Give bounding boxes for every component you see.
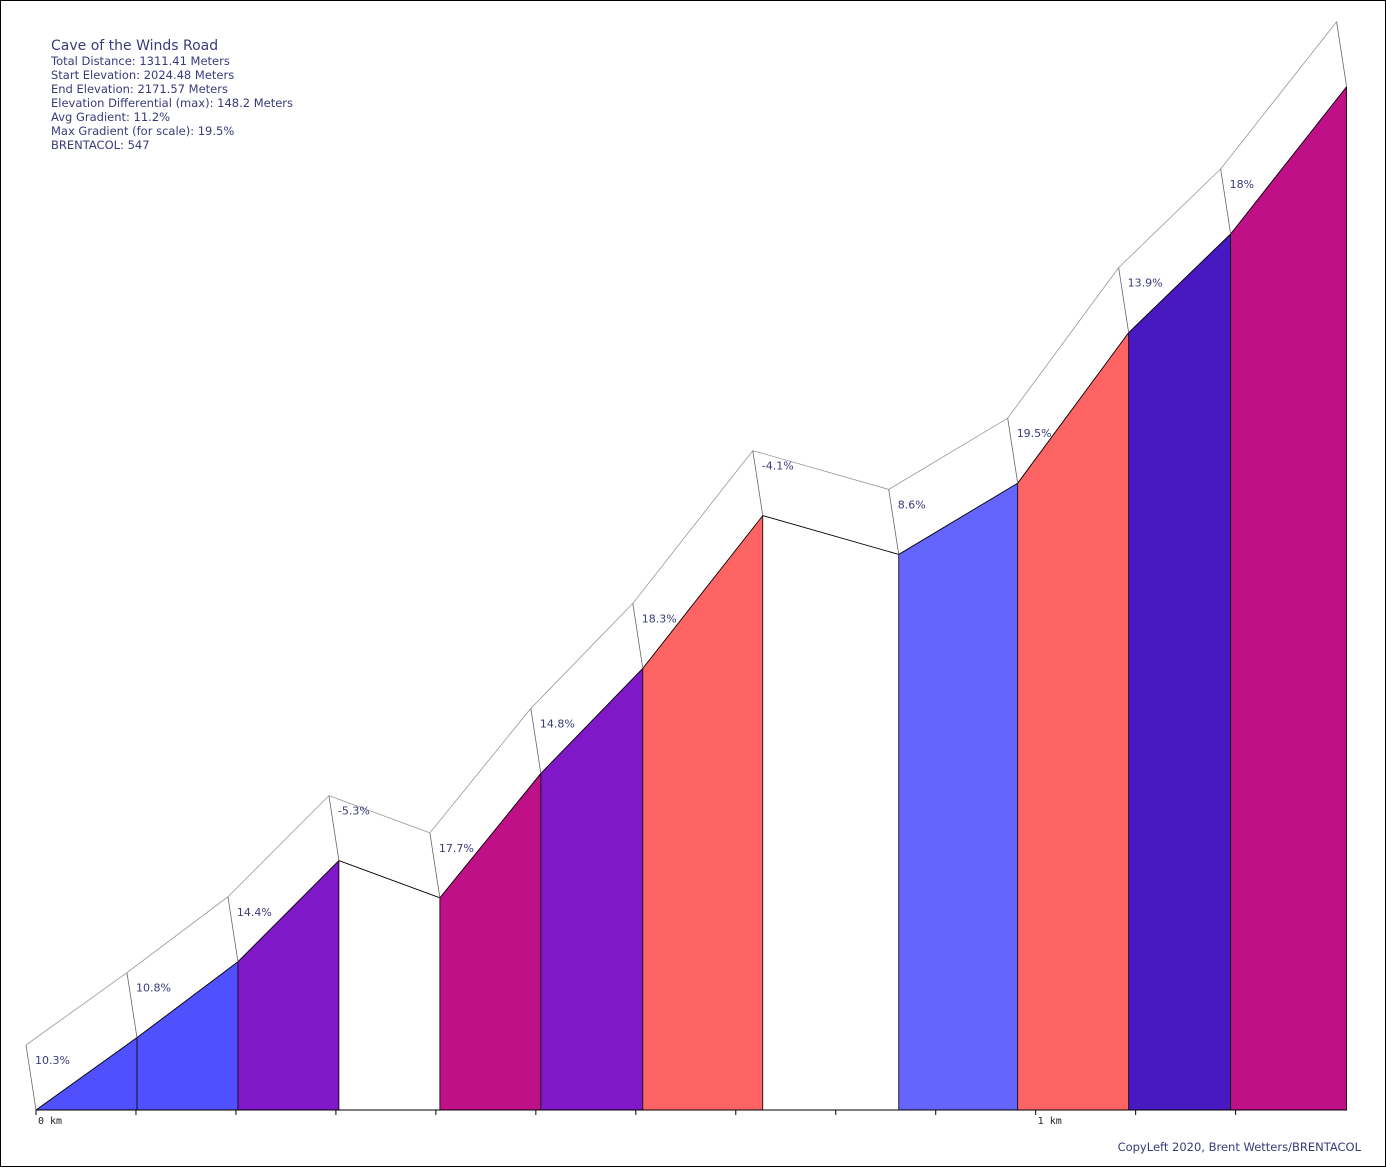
profile-line bbox=[35, 1037, 138, 1111]
ribbon-connector bbox=[752, 450, 764, 516]
ribbon-connector bbox=[429, 832, 441, 898]
gradient-label: 14.4% bbox=[237, 906, 272, 919]
segment-fill bbox=[1128, 233, 1231, 1111]
start-elevation: Start Elevation: 2024.48 Meters bbox=[51, 68, 235, 82]
ribbon-back-line bbox=[888, 417, 1008, 490]
route-title: Cave of the Winds Road bbox=[51, 38, 219, 54]
brentacol-score: BRENTACOL: 547 bbox=[51, 138, 150, 152]
ribbon-connector bbox=[1118, 267, 1130, 333]
profile-line bbox=[1017, 332, 1130, 484]
elevation-differential: Elevation Differential (max): 148.2 Mete… bbox=[51, 96, 293, 110]
gradient-label: 8.6% bbox=[898, 498, 926, 511]
profile-line bbox=[439, 773, 542, 899]
gradient-label: 17.7% bbox=[439, 842, 474, 855]
gradient-labels: 10.3% 10.8% 14.4% -5.3% 17.7% 14.8% 18.3% -4.1%… bbox=[35, 178, 1254, 1067]
gradient-label: 18% bbox=[1230, 178, 1254, 191]
ribbon-back-line bbox=[530, 603, 634, 709]
avg-gradient: Avg Gradient: 11.2% bbox=[51, 110, 171, 124]
ribbon-back-line bbox=[25, 972, 128, 1046]
ribbon-connector bbox=[227, 896, 239, 962]
x-tick-label: 1 km bbox=[1038, 1116, 1062, 1127]
profile-3d-top bbox=[25, 21, 1347, 1111]
profile-line bbox=[237, 860, 340, 963]
gradient-label: 13.9% bbox=[1128, 277, 1163, 290]
route-info-block: Cave of the Winds Road Total Distance: 1… bbox=[51, 38, 293, 152]
ribbon-back-line bbox=[126, 896, 229, 973]
profile-line bbox=[898, 482, 1018, 555]
x-axis: 0 km 1 km bbox=[35, 1109, 1347, 1127]
segment-fill bbox=[237, 860, 339, 1110]
ribbon-connector bbox=[25, 1044, 37, 1111]
ribbon-back-line bbox=[1118, 168, 1221, 268]
profile-line bbox=[762, 515, 899, 555]
ribbon-connector bbox=[632, 603, 644, 669]
segment-fill bbox=[540, 668, 643, 1110]
profile-line bbox=[338, 860, 441, 899]
segment-fill bbox=[1017, 332, 1129, 1110]
ribbon-back-line bbox=[429, 708, 532, 834]
profile-line bbox=[1230, 86, 1347, 235]
segment-fill bbox=[762, 515, 899, 1110]
ribbon-connector bbox=[1220, 168, 1232, 235]
ribbon-connector bbox=[328, 795, 340, 861]
segment-fill bbox=[338, 860, 440, 1110]
gradient-label: 14.8% bbox=[540, 717, 575, 730]
gradient-label: -5.3% bbox=[338, 805, 370, 818]
ribbon-back-line bbox=[632, 450, 754, 604]
ribbon-back-line bbox=[1007, 267, 1119, 419]
ribbon-connector bbox=[530, 708, 542, 774]
x-tick-label: 0 km bbox=[38, 1116, 62, 1127]
ribbon-back-line bbox=[752, 450, 889, 490]
ribbon-back-line bbox=[328, 795, 431, 834]
profile-line bbox=[136, 961, 239, 1039]
total-distance: Total Distance: 1311.41 Meters bbox=[51, 54, 230, 68]
segment-fill bbox=[136, 961, 238, 1110]
segment-fill bbox=[898, 483, 1018, 1111]
profile-line bbox=[642, 515, 764, 669]
copyleft-credit: CopyLeft 2020, Brent Wetters/BRENTACOL bbox=[1117, 1140, 1361, 1154]
segment-fill bbox=[642, 515, 763, 1110]
segment-fill bbox=[1230, 86, 1347, 1111]
gradient-label: 10.3% bbox=[35, 1054, 70, 1067]
gradient-label: 19.5% bbox=[1017, 427, 1052, 440]
ribbon-connector bbox=[126, 972, 138, 1038]
ribbon-back-line bbox=[1220, 21, 1337, 170]
ribbon-back-line bbox=[227, 795, 330, 898]
gradient-label: 18.3% bbox=[642, 612, 677, 625]
gradient-label: 10.8% bbox=[136, 982, 171, 995]
segment-fill bbox=[439, 773, 541, 1110]
gradient-label: -4.1% bbox=[762, 460, 794, 473]
ribbon-connector bbox=[1007, 418, 1019, 484]
max-gradient: Max Gradient (for scale): 19.5% bbox=[51, 124, 235, 138]
ribbon-connector bbox=[888, 489, 900, 555]
profile-line bbox=[540, 668, 644, 774]
ribbon-connector bbox=[1336, 21, 1347, 87]
profile-line bbox=[1128, 233, 1231, 333]
segment-fills bbox=[36, 86, 1347, 1111]
end-elevation: End Elevation: 2171.57 Meters bbox=[51, 82, 228, 96]
